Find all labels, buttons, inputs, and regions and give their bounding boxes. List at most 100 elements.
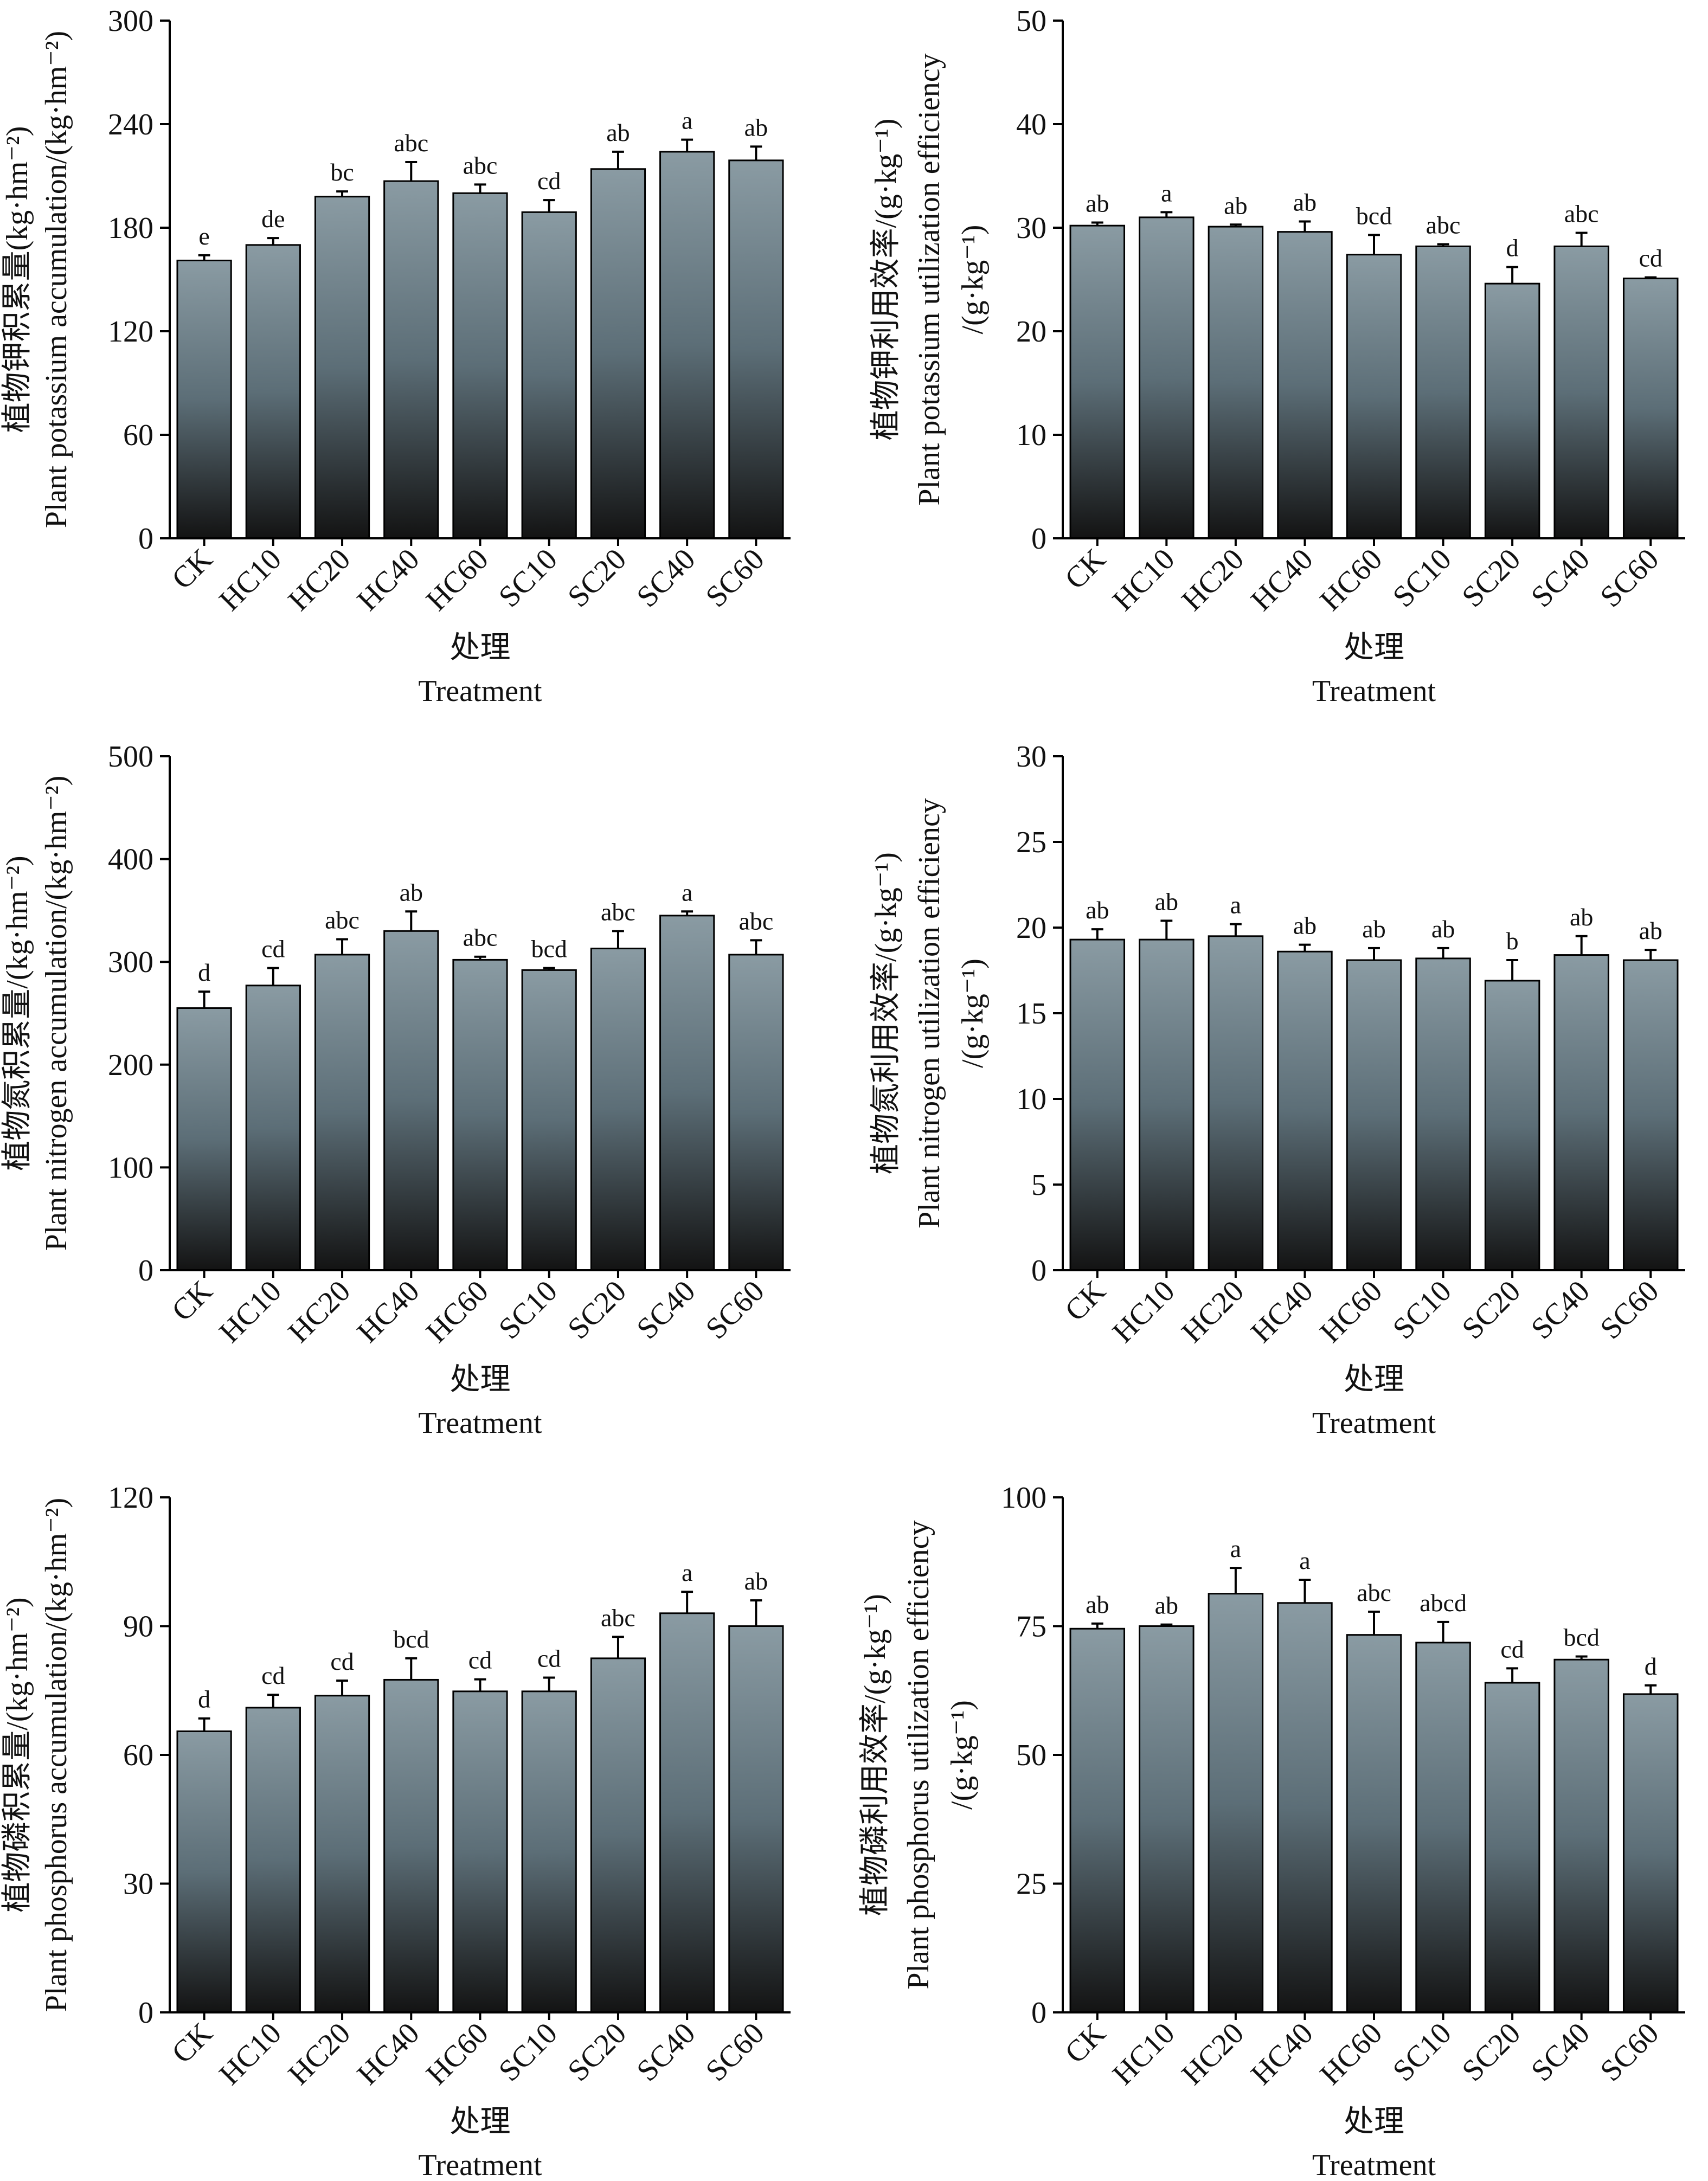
significance-label-SC10: bcd bbox=[531, 935, 567, 963]
error-bar-HC10 bbox=[1160, 919, 1173, 940]
bar-SC60 bbox=[1622, 959, 1679, 1271]
x-tick-label-SC40: SC40 bbox=[1525, 542, 1596, 614]
y-tick-label: 60 bbox=[123, 419, 153, 452]
bar-HC60 bbox=[1346, 959, 1402, 1271]
bar-SC10 bbox=[1415, 1642, 1471, 2013]
bar-SC40 bbox=[1553, 954, 1609, 1271]
x-tick-label-HC60: HC60 bbox=[1314, 1274, 1389, 1349]
error-bar-HC20 bbox=[336, 190, 348, 197]
x-tick-label-SC20: SC20 bbox=[1455, 1274, 1527, 1346]
significance-label-HC40: bcd bbox=[393, 1625, 429, 1653]
error-bar-HC20 bbox=[1229, 1567, 1242, 1594]
significance-label-SC10: ab bbox=[1431, 915, 1455, 943]
error-bar-SC40 bbox=[681, 138, 694, 152]
bar-HC60 bbox=[452, 192, 508, 539]
bar-SC10 bbox=[521, 1690, 577, 2013]
x-tick-label-HC10: HC10 bbox=[1106, 2016, 1181, 2091]
y-axis-title: /(g·kg⁻¹) bbox=[956, 958, 990, 1068]
significance-label-HC40: ab bbox=[400, 878, 423, 906]
y-tick-label: 25 bbox=[1016, 1868, 1046, 1901]
error-bar-HC10 bbox=[1160, 1623, 1173, 1626]
bar-HC40 bbox=[1277, 231, 1333, 539]
y-tick-label: 50 bbox=[1016, 4, 1046, 38]
significance-label-SC10: abcd bbox=[1420, 1589, 1467, 1617]
x-axis-title: 处理 bbox=[1344, 2105, 1404, 2139]
error-bar-HC40 bbox=[1299, 220, 1311, 232]
bar-HC40 bbox=[1277, 1602, 1333, 2013]
y-tick-label: 10 bbox=[1016, 419, 1046, 452]
error-bar-HC40 bbox=[405, 161, 418, 182]
significance-label-CK: ab bbox=[1086, 896, 1109, 924]
x-axis-title: Treatment bbox=[1312, 2148, 1436, 2181]
bar-HC10 bbox=[245, 1707, 301, 2013]
y-tick-label: 120 bbox=[108, 315, 153, 349]
x-tick-label-SC40: SC40 bbox=[630, 2016, 702, 2088]
error-bar-HC60 bbox=[1368, 947, 1380, 961]
x-tick-label-CK: CK bbox=[165, 1274, 219, 1328]
bar-CK bbox=[1069, 1627, 1126, 2013]
x-tick-label-SC60: SC60 bbox=[1594, 1274, 1666, 1346]
x-tick-label-HC60: HC60 bbox=[1314, 542, 1389, 617]
error-bar-SC10 bbox=[1437, 1620, 1449, 1643]
significance-label-HC20: bc bbox=[330, 158, 354, 186]
significance-label-SC20: ab bbox=[606, 119, 630, 146]
y-axis-title: Plant nitrogen utilization efficiency bbox=[913, 798, 946, 1228]
error-bar-SC10 bbox=[543, 967, 555, 970]
bar-HC20 bbox=[1208, 1593, 1264, 2013]
significance-label-SC60: cd bbox=[1639, 245, 1662, 272]
bar-SC60 bbox=[728, 159, 784, 539]
y-tick-label: 400 bbox=[108, 843, 153, 877]
y-axis-title: Plant potassium accumulation/(kg·hm⁻²) bbox=[40, 31, 73, 528]
significance-label-HC20: ab bbox=[1224, 191, 1247, 219]
y-tick-label: 90 bbox=[123, 1610, 153, 1644]
y-tick-label: 0 bbox=[138, 522, 153, 556]
error-bar-SC60 bbox=[1645, 1684, 1657, 1694]
error-bar-SC60 bbox=[750, 145, 762, 160]
significance-label-HC10: ab bbox=[1155, 1592, 1178, 1619]
x-tick-label-HC10: HC10 bbox=[213, 2016, 288, 2091]
y-tick-label: 300 bbox=[108, 945, 153, 979]
error-bar-SC40 bbox=[681, 1591, 694, 1613]
y-tick-label: 5 bbox=[1031, 1168, 1046, 1202]
y-tick-label: 50 bbox=[1016, 1739, 1046, 1772]
x-axis-title: 处理 bbox=[1344, 631, 1404, 665]
bar-HC40 bbox=[383, 930, 439, 1271]
significance-label-CK: ab bbox=[1086, 1591, 1109, 1618]
x-tick-label-CK: CK bbox=[1058, 2016, 1112, 2070]
y-tick-label: 500 bbox=[108, 740, 153, 774]
bar-HC20 bbox=[314, 196, 370, 539]
x-tick-label-SC20: SC20 bbox=[561, 542, 633, 614]
error-bar-SC10 bbox=[543, 199, 555, 213]
y-tick-label: 30 bbox=[1016, 740, 1046, 774]
significance-label-HC10: cd bbox=[261, 1662, 285, 1689]
significance-label-HC40: abc bbox=[394, 129, 428, 157]
x-tick-label-SC10: SC10 bbox=[492, 542, 564, 614]
x-tick-label-SC10: SC10 bbox=[492, 2016, 564, 2088]
error-bar-SC60 bbox=[1645, 949, 1657, 961]
error-bar-SC10 bbox=[543, 1676, 555, 1691]
y-tick-label: 60 bbox=[123, 1739, 153, 1772]
x-axis-title: Treatment bbox=[418, 2148, 542, 2181]
x-axis-title: 处理 bbox=[450, 1363, 511, 1397]
error-bar-HC60 bbox=[474, 1678, 486, 1691]
x-tick-label-HC40: HC40 bbox=[351, 542, 426, 617]
significance-label-SC40: a bbox=[682, 1559, 692, 1586]
bar-SC60 bbox=[1622, 1693, 1679, 2013]
significance-label-HC60: abc bbox=[463, 924, 498, 951]
x-tick-label-HC20: HC20 bbox=[1176, 542, 1250, 617]
error-bar-HC10 bbox=[1160, 211, 1173, 217]
y-tick-label: 0 bbox=[1031, 522, 1046, 556]
significance-label-SC60: abc bbox=[739, 907, 773, 935]
x-tick-label-HC40: HC40 bbox=[351, 1274, 426, 1349]
y-tick-label: 100 bbox=[1001, 1481, 1046, 1515]
error-bar-HC20 bbox=[336, 938, 348, 955]
chart-panel-middle-right: ab ab aab ab ab bab ab051015202530CKHC10HC20HC… bbox=[869, 740, 1685, 1440]
y-tick-label: 120 bbox=[108, 1481, 153, 1515]
x-tick-label-HC10: HC10 bbox=[213, 542, 288, 617]
significance-label-SC60: d bbox=[1645, 1652, 1657, 1680]
y-axis-title: Plant phosphorus utilization efficiency bbox=[902, 1520, 935, 1989]
error-bar-SC60 bbox=[1645, 276, 1657, 279]
x-axis-title: 处理 bbox=[1344, 1363, 1404, 1397]
y-tick-label: 0 bbox=[138, 1254, 153, 1288]
